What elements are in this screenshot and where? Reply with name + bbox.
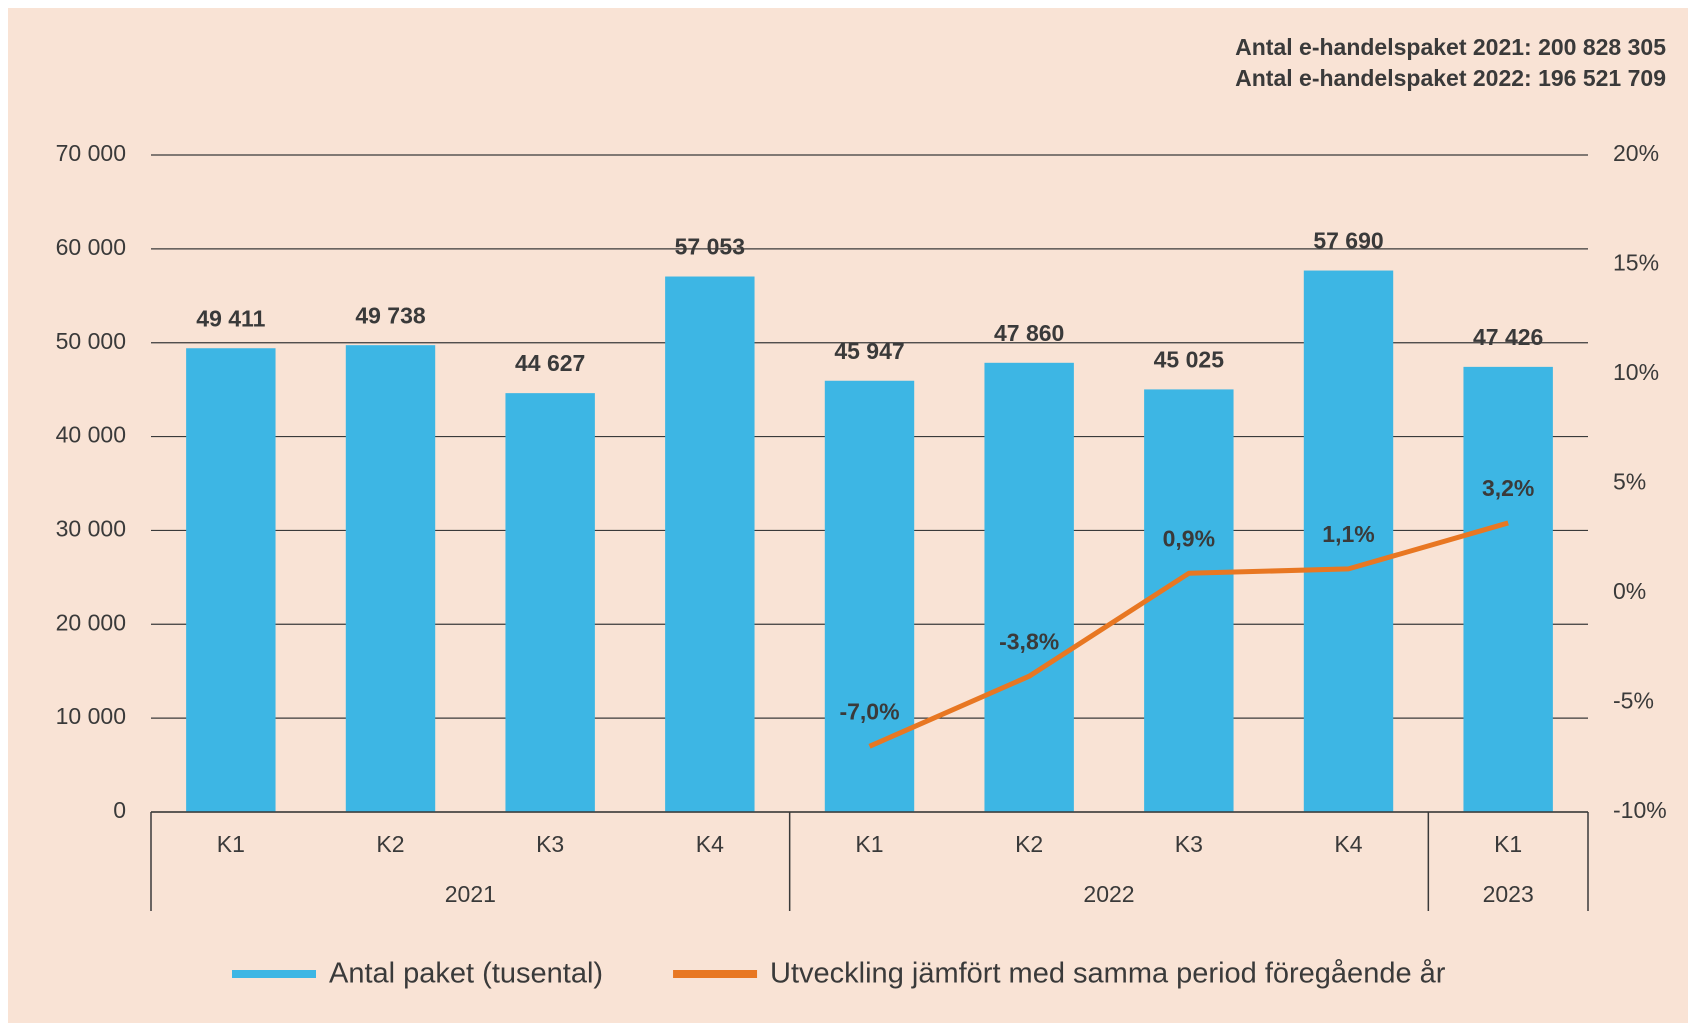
bar <box>186 348 276 812</box>
y-tick-label: 70 000 <box>56 140 126 166</box>
data-label: -7,0% <box>839 698 899 724</box>
bar <box>984 362 1074 812</box>
y2-tick-label: 0% <box>1613 578 1646 604</box>
y2-tick-label: 15% <box>1613 250 1659 276</box>
x-tick-label: K2 <box>1015 831 1043 857</box>
y2-tick-label: -5% <box>1613 688 1654 714</box>
x-tick-label: K3 <box>1175 831 1203 857</box>
data-label: 57 690 <box>1313 228 1383 254</box>
data-label: 1,1% <box>1322 521 1374 547</box>
bar <box>824 380 915 812</box>
line <box>868 520 1509 749</box>
y-tick-label: 10 000 <box>56 703 126 729</box>
y-tick-label: 30 000 <box>56 516 126 542</box>
legend-label: Antal paket (tusental) <box>329 958 603 990</box>
group-label: 2021 <box>445 881 496 907</box>
data-label: 57 053 <box>675 234 745 260</box>
data-label: 45 025 <box>1154 346 1225 372</box>
annotation: Antal e-handelspaket 2021: 200 828 305 <box>1235 34 1666 60</box>
y-tick-label: 50 000 <box>56 328 126 354</box>
bar <box>1303 270 1394 812</box>
bar <box>1144 389 1234 812</box>
y-tick-label: 0 <box>113 797 126 823</box>
x-tick-label: K1 <box>855 831 883 857</box>
y2-tick-label: 20% <box>1613 140 1659 166</box>
data-label: 47 426 <box>1473 324 1543 350</box>
data-label: -3,8% <box>999 628 1059 654</box>
y2-tick-label: -10% <box>1613 797 1667 823</box>
y-tick-label: 60 000 <box>56 234 126 260</box>
y2-tick-label: 5% <box>1613 469 1646 495</box>
bar <box>665 276 755 812</box>
data-label: 49 738 <box>355 302 426 328</box>
x-tick-label: K2 <box>376 831 404 857</box>
x-tick-label: K1 <box>217 831 245 857</box>
data-label: 44 627 <box>515 350 585 376</box>
annotation: Antal e-handelspaket 2022: 196 521 709 <box>1235 65 1666 91</box>
data-label: 45 947 <box>834 338 904 364</box>
group-label: 2022 <box>1083 881 1134 907</box>
y-tick-label: 20 000 <box>56 609 126 635</box>
data-label: 49 411 <box>196 305 265 331</box>
data-label: 47 860 <box>994 320 1064 346</box>
bar <box>505 393 595 812</box>
bar <box>1463 366 1553 812</box>
group-label: 2023 <box>1483 881 1534 907</box>
y-tick-label: 40 000 <box>56 422 126 448</box>
y2-tick-label: 10% <box>1613 359 1659 385</box>
legend-label: Utveckling jämfört med samma period före… <box>770 958 1446 990</box>
x-tick-label: K3 <box>536 831 564 857</box>
x-tick-label: K4 <box>696 831 724 857</box>
x-tick-label: K4 <box>1334 831 1362 857</box>
x-tick-label: K1 <box>1494 831 1522 857</box>
bar <box>345 345 436 812</box>
data-label: 3,2% <box>1482 475 1534 501</box>
data-label: 0,9% <box>1163 525 1215 551</box>
